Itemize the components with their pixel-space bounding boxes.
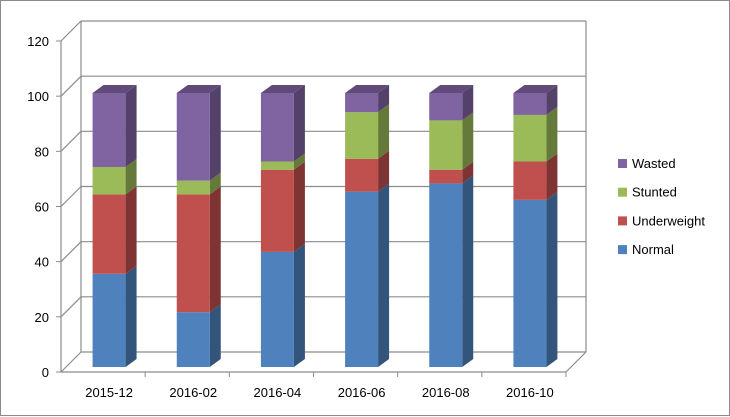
- gridline-side: [60, 351, 82, 373]
- bar-wasted-2016-10-top: [513, 85, 558, 93]
- bar-normal-2016-04-side: [293, 243, 305, 367]
- bar-normal-2016-08-side: [462, 175, 474, 367]
- bar-underweight-2016-02-side: [209, 186, 221, 313]
- gridline-side: [60, 296, 82, 318]
- bar-wasted-2016-08-top: [429, 85, 474, 93]
- x-tick-label: 2016-04: [254, 385, 302, 400]
- bar-wasted-2016-04-top: [260, 85, 305, 93]
- bar-normal-2016-02-side: [209, 304, 221, 367]
- bar-stunted-2016-10: [513, 114, 547, 162]
- bar-wasted-2015-12-side: [125, 85, 137, 167]
- bar-wasted-2016-02-top: [176, 85, 221, 93]
- legend-marker-stunted: [618, 187, 627, 197]
- legend-marker-underweight: [618, 216, 627, 226]
- legend-label-underweight: Underweight: [632, 213, 705, 228]
- bar-wasted-2016-04: [260, 93, 294, 162]
- bar-wasted-2016-08-side: [462, 85, 474, 121]
- bar-normal-2015-12: [92, 273, 126, 367]
- bar-stunted-2016-04: [260, 161, 294, 170]
- legend-marker-normal: [618, 245, 627, 255]
- bar-underweight-2016-10-side: [546, 153, 558, 200]
- bar-underweight-2016-04-side: [293, 161, 305, 252]
- gridline-side: [60, 186, 82, 207]
- bar-stunted-2015-12: [92, 166, 126, 195]
- bar-wasted-2015-12-top: [92, 85, 137, 93]
- bar-normal-2016-08: [429, 183, 463, 367]
- y-tick-label: 40: [35, 255, 49, 270]
- bar-normal-2015-12-side: [125, 265, 137, 367]
- bar-stunted-2016-04-side: [293, 153, 305, 170]
- bar-wasted-2016-06-side: [378, 85, 390, 113]
- bar-stunted-2016-02: [176, 180, 210, 195]
- legend-label-stunted: Stunted: [632, 185, 677, 200]
- gridline-side: [60, 130, 82, 152]
- bar-normal-2016-10-side: [546, 191, 558, 367]
- gridline-side: [60, 20, 82, 42]
- x-tick-label: 2016-06: [338, 385, 386, 400]
- bar-wasted-2016-04-side: [293, 85, 305, 162]
- x-tick-label: 2016-10: [506, 385, 554, 400]
- x-tick-label: 2015-12: [85, 385, 133, 400]
- bar-normal-2016-04: [260, 251, 294, 367]
- y-tick-label: 100: [27, 89, 49, 104]
- bar-normal-2016-02: [176, 312, 210, 367]
- bar-stunted-2016-02-side: [209, 172, 221, 195]
- gridline-side: [60, 75, 82, 97]
- bar-wasted-2016-02-side: [209, 85, 221, 181]
- bar-wasted-2016-10: [513, 93, 547, 115]
- y-tick-label: 0: [42, 365, 49, 380]
- bar-stunted-2015-12-side: [125, 158, 137, 195]
- floor-right-edge: [565, 351, 587, 373]
- bar-normal-2016-06-side: [378, 183, 390, 367]
- bar-underweight-2016-02: [176, 194, 210, 313]
- legend-marker-wasted: [618, 159, 627, 168]
- bar-wasted-2016-08: [429, 93, 463, 121]
- bar-underweight-2015-12-side: [125, 186, 137, 274]
- gridline-side: [60, 241, 82, 263]
- bar-stunted-2016-10-side: [546, 106, 558, 162]
- bar-underweight-2016-08-side: [462, 161, 474, 184]
- bar-underweight-2016-06: [345, 158, 379, 192]
- x-tick-label: 2016-02: [169, 385, 217, 400]
- bar-wasted-2016-06: [345, 93, 379, 113]
- y-tick-label: 60: [35, 200, 49, 215]
- bar-underweight-2016-06-side: [378, 150, 390, 192]
- bar-wasted-2016-06-top: [345, 85, 390, 93]
- bar-stunted-2016-08-side: [462, 112, 474, 170]
- bar-stunted-2016-06-side: [378, 104, 390, 159]
- bar-underweight-2016-10: [513, 161, 547, 200]
- bar-stunted-2016-08: [429, 120, 463, 170]
- bar-stunted-2016-06: [345, 112, 379, 159]
- bar-underweight-2015-12: [92, 194, 126, 274]
- y-tick-label: 120: [27, 34, 49, 49]
- legend-label-normal: Normal: [632, 242, 674, 257]
- bar-underweight-2016-04: [260, 169, 294, 252]
- legend-label-wasted: Wasted: [632, 156, 676, 171]
- bar-underweight-2016-08: [429, 169, 463, 184]
- bar-wasted-2015-12: [92, 93, 126, 167]
- bar-wasted-2016-02: [176, 93, 210, 181]
- x-tick-label: 2016-08: [422, 385, 470, 400]
- bar-wasted-2016-10-side: [546, 85, 558, 115]
- y-tick-label: 20: [35, 310, 49, 325]
- bar-normal-2016-10: [513, 199, 547, 367]
- bar-normal-2016-06: [345, 191, 379, 367]
- y-tick-label: 80: [35, 144, 49, 159]
